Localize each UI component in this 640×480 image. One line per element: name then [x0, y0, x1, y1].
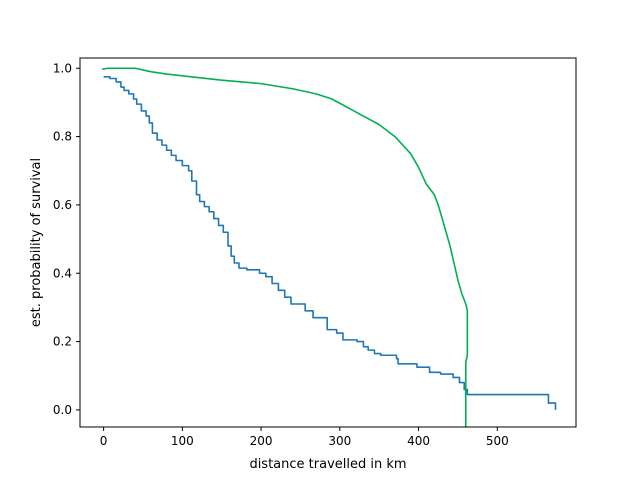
y-tick-label: 0.0	[53, 403, 72, 417]
x-tick-label: 200	[250, 434, 273, 448]
series-line-2	[101, 67, 469, 427]
x-axis-ticks: 0 100 200 300 400 500	[100, 427, 509, 448]
y-tick-label: 0.4	[53, 266, 72, 280]
plot-frame	[79, 57, 577, 428]
y-tick-label: 0.6	[53, 198, 72, 212]
y-axis-label: est. probability of survival	[29, 158, 44, 327]
x-axis-label: distance travelled in km	[249, 457, 406, 472]
plot-lines	[101, 67, 557, 427]
y-tick-label: 0.2	[53, 335, 72, 349]
y-tick-label: 1.0	[53, 61, 72, 75]
x-tick-label: 0	[100, 434, 108, 448]
y-axis-ticks: 0.0 0.2 0.4 0.6 0.8 1.0	[53, 61, 80, 417]
x-tick-label: 300	[328, 434, 351, 448]
series-line-1	[103, 75, 557, 410]
x-tick-label: 400	[407, 434, 430, 448]
y-tick-label: 0.8	[53, 130, 72, 144]
x-tick-label: 100	[171, 434, 194, 448]
x-tick-label: 500	[486, 434, 509, 448]
